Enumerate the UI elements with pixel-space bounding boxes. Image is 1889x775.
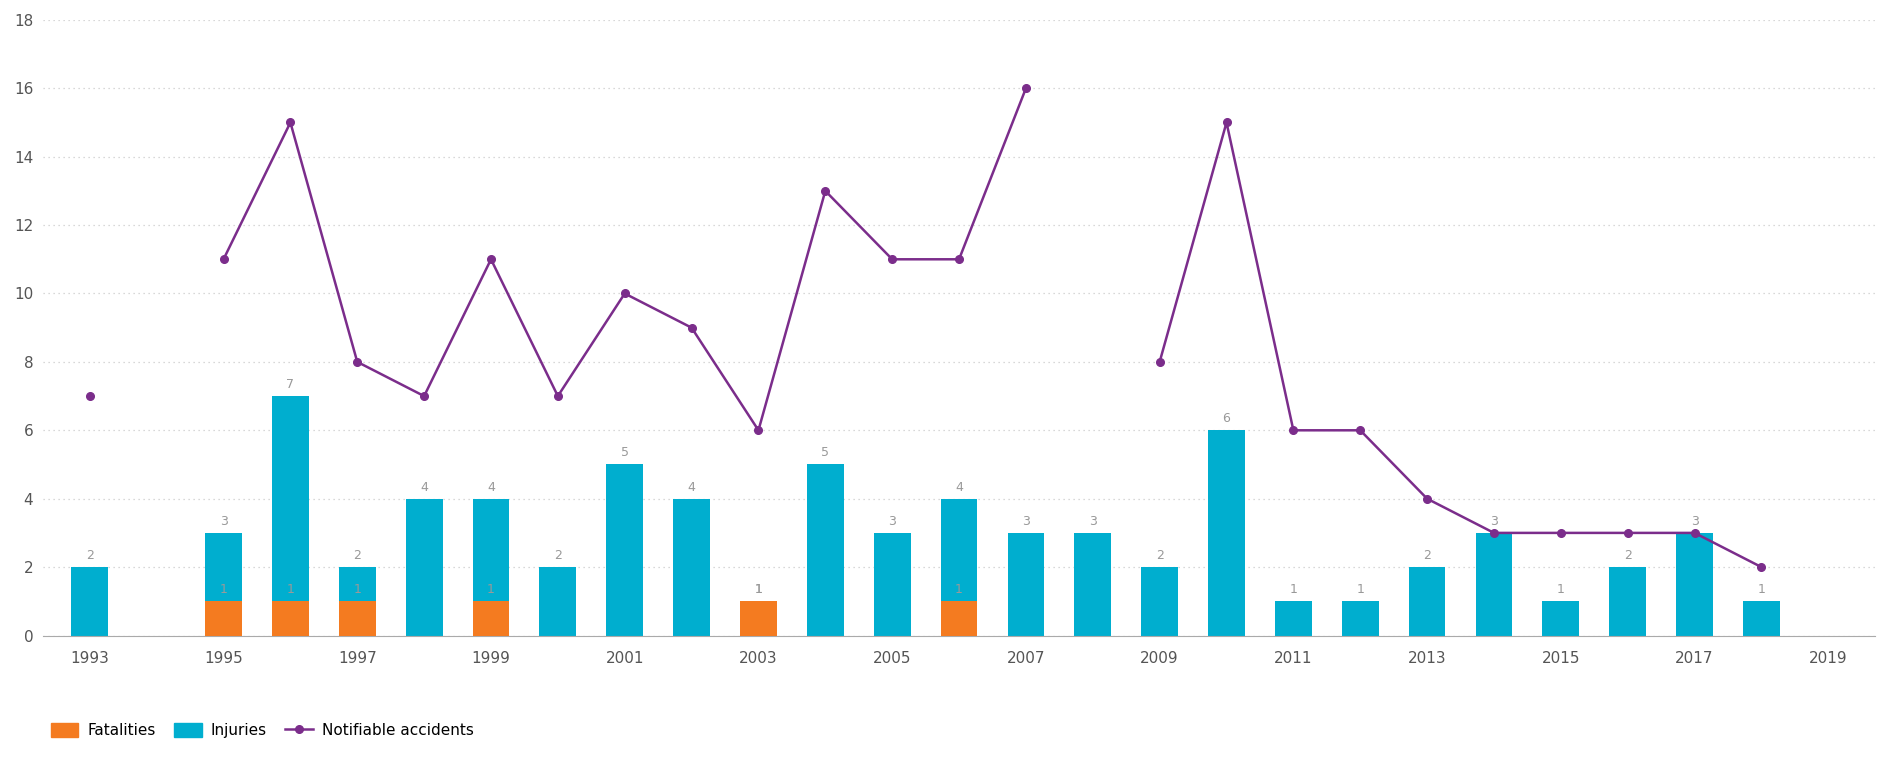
Text: 1: 1 — [1557, 583, 1564, 596]
Bar — [1676, 533, 1713, 636]
Text: 3: 3 — [219, 515, 227, 528]
Bar — [472, 601, 510, 635]
Bar — [272, 601, 308, 635]
Text: 2: 2 — [353, 549, 361, 562]
Bar — [1209, 430, 1245, 636]
Text: 3: 3 — [888, 515, 895, 528]
Text: 1: 1 — [287, 583, 295, 596]
Text: 1: 1 — [1356, 583, 1364, 596]
Text: 1: 1 — [754, 583, 763, 596]
Bar — [206, 533, 242, 636]
Bar — [672, 498, 710, 636]
Bar — [406, 498, 442, 636]
Bar — [540, 567, 576, 635]
Text: 1: 1 — [487, 583, 495, 596]
Text: 2: 2 — [85, 549, 94, 562]
Bar — [1409, 567, 1445, 635]
Text: 3: 3 — [1022, 515, 1030, 528]
Bar — [1007, 533, 1045, 636]
Bar — [606, 464, 642, 636]
Text: 7: 7 — [287, 378, 295, 391]
Bar — [1609, 567, 1645, 635]
Bar — [941, 601, 977, 635]
Bar — [206, 601, 242, 635]
Bar — [272, 396, 308, 636]
Bar — [1141, 567, 1179, 635]
Bar — [1543, 601, 1579, 635]
Bar — [1275, 601, 1311, 635]
Bar — [72, 567, 108, 635]
Bar — [338, 567, 376, 635]
Text: 5: 5 — [822, 446, 829, 460]
Bar — [740, 601, 776, 635]
Text: 4: 4 — [688, 480, 695, 494]
Text: 4: 4 — [419, 480, 429, 494]
Text: 1: 1 — [1757, 583, 1766, 596]
Text: 3: 3 — [1691, 515, 1698, 528]
Bar — [941, 498, 977, 636]
Text: 5: 5 — [621, 446, 629, 460]
Bar — [472, 498, 510, 636]
Text: 4: 4 — [956, 480, 963, 494]
Bar — [875, 533, 910, 636]
Text: 1: 1 — [1290, 583, 1298, 596]
Text: 2: 2 — [1625, 549, 1632, 562]
Text: 4: 4 — [487, 480, 495, 494]
Bar — [1341, 601, 1379, 635]
Text: 1: 1 — [219, 583, 227, 596]
Bar — [1075, 533, 1111, 636]
Text: 3: 3 — [1088, 515, 1098, 528]
Text: 2: 2 — [553, 549, 561, 562]
Legend: Fatalities, Injuries, Notifiable accidents: Fatalities, Injuries, Notifiable acciden… — [51, 723, 474, 739]
Bar — [338, 601, 376, 635]
Bar — [740, 601, 776, 635]
Text: 6: 6 — [1222, 412, 1230, 425]
Text: 1: 1 — [353, 583, 361, 596]
Text: 1: 1 — [956, 583, 963, 596]
Bar — [807, 464, 844, 636]
Text: 1: 1 — [754, 583, 763, 596]
Text: 2: 2 — [1422, 549, 1432, 562]
Text: 2: 2 — [1156, 549, 1164, 562]
Text: 3: 3 — [1490, 515, 1498, 528]
Bar — [1475, 533, 1513, 636]
Bar — [1744, 601, 1779, 635]
